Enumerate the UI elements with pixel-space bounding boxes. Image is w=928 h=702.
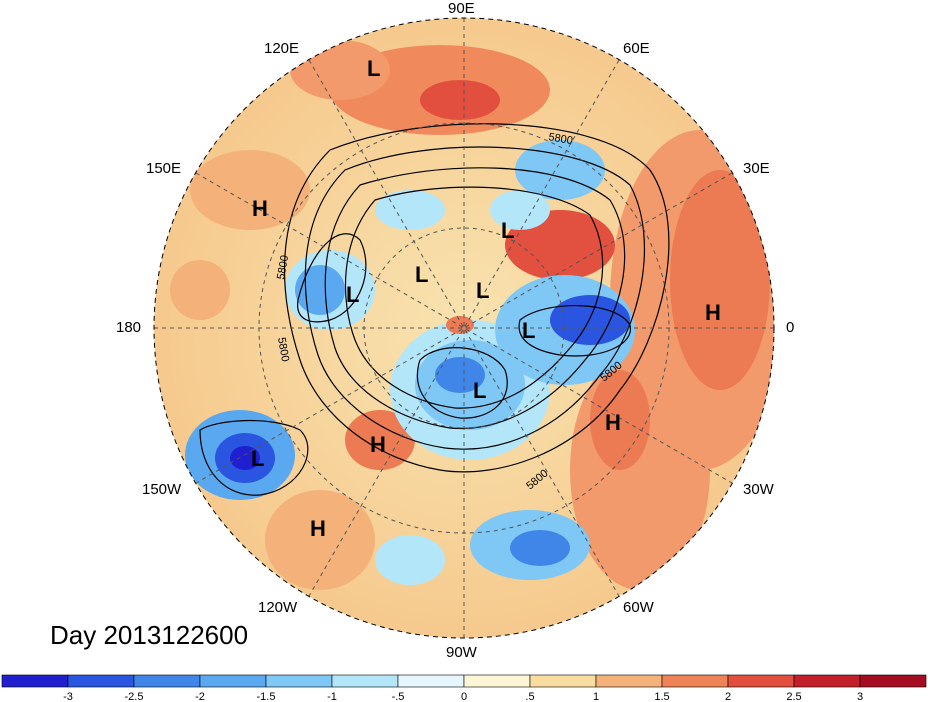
contour-label: 5800 [275,254,291,280]
pressure-marker: L [415,262,428,287]
height-contours [199,123,670,496]
contour-label: 5800 [547,131,573,147]
colorbar-tick-label: -2.5 [125,691,144,702]
longitude-label-150e: 150E [146,160,182,177]
colorbar-tick-label: -1.5 [257,691,276,702]
pressure-marker: H [252,196,268,221]
longitude-label-0: 0 [786,319,795,336]
colorbar-tick-label: 2.5 [786,691,801,702]
pressure-marker: H [310,516,326,541]
pressure-marker: L [251,446,264,471]
colorbar-cell [661,674,729,688]
colorbar-tick-label: 0 [461,691,467,702]
colorbar-cell [1,674,69,688]
pressure-marker: L [501,218,514,243]
longitude-label-150w: 150W [142,481,182,498]
longitude-label-180: 180 [116,319,142,336]
pressure-marker: L [346,282,359,307]
colorbar-cell [397,674,465,688]
colorbar-tick-label: -2 [195,691,205,702]
longitude-label-30e: 30E [743,160,770,177]
colorbar-cell [859,674,927,688]
colorbar-cell [331,674,399,688]
pressure-marker: H [605,410,621,435]
colorbar-cell [67,674,135,688]
pressure-marker: L [367,56,380,81]
longitude-label-90w: 90W [446,644,477,661]
colorbar-cell [595,674,663,688]
pressure-marker: H [370,432,386,457]
longitude-label-60e: 60E [623,40,650,57]
longitude-label-120e: 120E [264,40,300,57]
colorbar-cells [1,674,927,688]
colorbar-cell [793,674,861,688]
colorbar-cell [265,674,333,688]
pressure-marker: H [705,300,721,325]
colorbar-tick-label: 1.5 [654,691,669,702]
colorbar-cell [199,674,267,688]
longitude-label-90e: 90E [448,0,475,17]
pressure-marker: L [522,318,535,343]
map-boundary [153,17,775,639]
colorbar-cell [529,674,597,688]
colorbar-tick-label: 1 [593,691,599,702]
pressure-marker: L [476,278,489,303]
contour-label: 5800 [275,336,291,362]
colorbar-tick-label: .5 [525,691,534,702]
colorbar-tick-label: 2 [725,691,731,702]
longitude-label-30w: 30W [743,481,774,498]
colorbar-ticks: -3 -2.5 -2 -1.5 -1 -.5 0 .5 1 1.5 2 2.5 3 [63,691,863,702]
longitude-label-120w: 120W [258,599,298,616]
graticule [154,18,774,638]
colorbar-tick-label: -1 [327,691,337,702]
anomaly-field [154,18,774,638]
longitude-label-60w: 60W [623,599,654,616]
colorbar-cell [463,674,531,688]
colorbar: -3 -2.5 -2 -1.5 -1 -.5 0 .5 1 1.5 2 2.5 3 [1,674,927,702]
pressure-markers: L H L L L L L H L H H L H [251,56,721,541]
colorbar-cell [727,674,795,688]
colorbar-tick-label: 3 [857,691,863,702]
polar-map: 5800 5800 5800 5800 5800 L H L L L L L H… [153,17,775,639]
day-label: Day 2013122600 [50,620,249,650]
colorbar-cell [133,674,201,688]
colorbar-tick-label: -3 [63,691,73,702]
pressure-marker: L [473,378,486,403]
colorbar-tick-label: -.5 [392,691,405,702]
